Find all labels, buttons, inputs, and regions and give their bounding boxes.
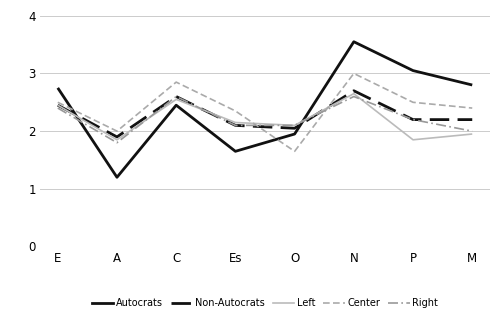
Left bbox=[114, 138, 120, 142]
Right bbox=[114, 141, 120, 144]
Center bbox=[114, 129, 120, 133]
Left bbox=[173, 98, 179, 101]
Non-Autocrats bbox=[173, 95, 179, 99]
Autocrats bbox=[351, 40, 357, 44]
Center bbox=[351, 72, 357, 76]
Non-Autocrats bbox=[114, 135, 120, 139]
Autocrats bbox=[410, 69, 416, 72]
Non-Autocrats bbox=[351, 89, 357, 93]
Center bbox=[292, 149, 298, 153]
Non-Autocrats bbox=[410, 118, 416, 121]
Left bbox=[351, 92, 357, 95]
Right bbox=[351, 95, 357, 99]
Right bbox=[173, 95, 179, 99]
Center bbox=[232, 109, 238, 113]
Autocrats bbox=[292, 132, 298, 136]
Left bbox=[292, 124, 298, 127]
Center bbox=[469, 106, 475, 110]
Right bbox=[292, 124, 298, 127]
Right bbox=[469, 129, 475, 133]
Left bbox=[469, 132, 475, 136]
Legend: Autocrats, Non-Autocrats, Left, Center, Right: Autocrats, Non-Autocrats, Left, Center, … bbox=[92, 298, 438, 308]
Non-Autocrats bbox=[55, 103, 61, 107]
Center bbox=[173, 80, 179, 84]
Left bbox=[410, 138, 416, 142]
Autocrats bbox=[114, 175, 120, 179]
Center bbox=[410, 100, 416, 104]
Non-Autocrats bbox=[292, 126, 298, 130]
Autocrats bbox=[232, 149, 238, 153]
Autocrats bbox=[173, 103, 179, 107]
Right bbox=[232, 124, 238, 127]
Left bbox=[232, 121, 238, 125]
Non-Autocrats bbox=[469, 118, 475, 121]
Right bbox=[55, 106, 61, 110]
Autocrats bbox=[55, 86, 61, 90]
Line: Center: Center bbox=[58, 74, 472, 151]
Line: Non-Autocrats: Non-Autocrats bbox=[58, 91, 472, 137]
Right bbox=[410, 118, 416, 121]
Non-Autocrats bbox=[232, 124, 238, 127]
Line: Left: Left bbox=[58, 94, 472, 140]
Line: Right: Right bbox=[58, 97, 472, 143]
Autocrats bbox=[469, 83, 475, 87]
Left bbox=[55, 103, 61, 107]
Center bbox=[55, 100, 61, 104]
Line: Autocrats: Autocrats bbox=[58, 42, 472, 177]
